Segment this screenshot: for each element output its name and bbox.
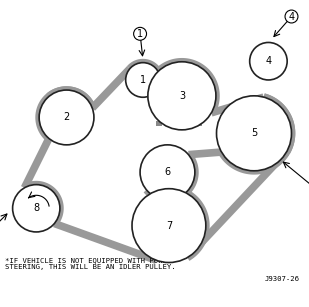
Circle shape — [148, 62, 216, 130]
Circle shape — [140, 145, 195, 200]
Circle shape — [132, 189, 206, 262]
Bar — [156, 121, 162, 126]
Circle shape — [39, 90, 94, 145]
Text: 2: 2 — [63, 112, 70, 122]
Text: 7: 7 — [166, 221, 172, 231]
Text: 4: 4 — [288, 11, 294, 21]
Bar — [180, 121, 186, 126]
Text: 8: 8 — [33, 203, 39, 213]
Circle shape — [126, 63, 160, 97]
Text: 4: 4 — [265, 56, 272, 66]
Circle shape — [250, 42, 287, 80]
Bar — [164, 121, 170, 126]
Text: 5: 5 — [251, 128, 257, 138]
Text: 1: 1 — [140, 75, 146, 85]
Text: 1: 1 — [137, 29, 143, 39]
Bar — [172, 121, 178, 126]
Text: J9307-26: J9307-26 — [265, 276, 300, 282]
Circle shape — [217, 96, 291, 171]
Bar — [196, 121, 202, 126]
Bar — [188, 121, 194, 126]
Circle shape — [13, 185, 60, 232]
Text: 6: 6 — [164, 167, 171, 177]
Text: *IF VEHICLE IS NOT EQUIPPED WITH POWER
STEERING, THIS WILL BE AN IDLER PULLEY.: *IF VEHICLE IS NOT EQUIPPED WITH POWER S… — [5, 257, 175, 270]
Text: 3: 3 — [179, 91, 185, 101]
